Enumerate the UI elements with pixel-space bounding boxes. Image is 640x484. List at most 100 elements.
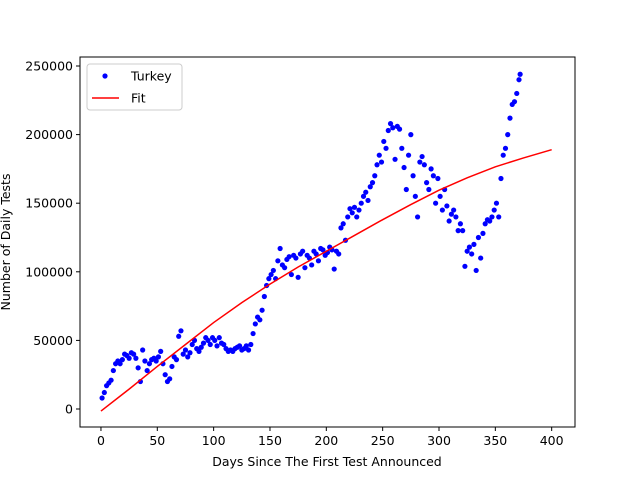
x-tick-label: 100 — [202, 433, 226, 448]
data-point — [444, 203, 450, 209]
data-point — [259, 307, 265, 313]
x-tick-label: 300 — [427, 433, 451, 448]
y-tick-label: 50000 — [33, 333, 73, 348]
data-point — [169, 363, 175, 370]
data-point — [288, 271, 294, 278]
data-point — [182, 347, 189, 353]
data-point — [176, 333, 182, 339]
x-tick-label: 0 — [97, 433, 105, 448]
data-point — [453, 214, 459, 220]
data-point — [466, 244, 473, 250]
data-point — [187, 350, 193, 356]
data-point — [108, 377, 114, 383]
data-point — [516, 77, 522, 83]
y-tick-label: 250000 — [25, 59, 73, 74]
data-point — [473, 267, 479, 274]
data-point — [469, 251, 475, 257]
data-point — [455, 228, 461, 234]
data-point — [401, 164, 407, 171]
data-point — [300, 248, 306, 254]
data-point — [419, 153, 425, 160]
data-point — [214, 343, 220, 349]
data-point — [511, 99, 518, 105]
data-point — [385, 127, 391, 134]
y-axis-label: Number of Daily Tests — [0, 174, 13, 311]
data-point — [471, 241, 477, 247]
data-point — [313, 251, 319, 257]
data-point — [207, 341, 213, 348]
data-point — [198, 344, 204, 350]
x-tick-label: 400 — [540, 433, 564, 448]
data-point — [257, 317, 263, 323]
data-point — [248, 341, 254, 348]
data-point — [286, 254, 292, 260]
data-point — [252, 321, 258, 327]
data-point — [507, 115, 513, 121]
data-point — [365, 197, 371, 204]
data-point — [498, 175, 504, 182]
data-point — [268, 271, 274, 278]
data-point — [345, 214, 351, 220]
data-point — [110, 367, 116, 374]
data-point — [437, 193, 443, 199]
data-point — [189, 341, 195, 348]
data-point — [216, 335, 222, 341]
data-point — [158, 348, 164, 354]
data-point — [439, 207, 445, 213]
data-point — [493, 200, 500, 206]
data-point — [315, 258, 322, 264]
data-point — [200, 340, 207, 346]
data-point — [405, 152, 412, 158]
x-tick-label: 350 — [483, 433, 507, 448]
data-point — [396, 126, 403, 132]
data-point — [478, 255, 484, 261]
data-point — [336, 251, 342, 257]
data-point — [142, 358, 148, 364]
data-point — [424, 180, 430, 186]
data-point — [457, 221, 464, 227]
data-point — [435, 175, 441, 182]
legend-label: Turkey — [130, 69, 172, 84]
data-point — [387, 121, 394, 127]
y-tick-label: 100000 — [25, 264, 73, 279]
data-point — [374, 162, 380, 168]
data-point — [372, 173, 378, 179]
data-point — [505, 132, 511, 138]
data-point — [363, 189, 369, 195]
data-point — [178, 328, 184, 334]
x-axis-label: Days Since The First Test Announced — [212, 454, 442, 469]
data-point — [367, 184, 373, 190]
data-point — [119, 357, 125, 363]
data-point — [446, 218, 452, 224]
data-point — [460, 228, 466, 234]
legend-marker — [102, 73, 108, 79]
data-point — [236, 343, 243, 349]
data-point — [140, 347, 146, 353]
data-point — [180, 351, 186, 357]
data-point — [205, 337, 211, 343]
data-point — [270, 267, 276, 274]
data-point — [173, 357, 180, 363]
data-point — [369, 180, 376, 186]
data-point — [153, 358, 159, 364]
data-point — [282, 265, 288, 271]
data-point — [496, 214, 502, 220]
data-point — [167, 376, 173, 382]
data-point — [126, 355, 132, 361]
data-point — [261, 293, 267, 300]
data-point — [381, 138, 387, 145]
data-point — [480, 230, 486, 236]
data-point — [358, 200, 364, 206]
data-point — [487, 218, 493, 224]
data-point — [309, 262, 315, 268]
data-point — [410, 173, 416, 179]
data-point — [428, 166, 434, 172]
data-point — [426, 186, 432, 193]
data-point — [430, 173, 436, 179]
data-point — [293, 255, 299, 261]
data-point — [250, 330, 256, 337]
y-tick-label: 200000 — [25, 127, 73, 142]
data-point — [482, 221, 488, 227]
data-point — [351, 204, 358, 210]
data-point — [383, 145, 389, 151]
